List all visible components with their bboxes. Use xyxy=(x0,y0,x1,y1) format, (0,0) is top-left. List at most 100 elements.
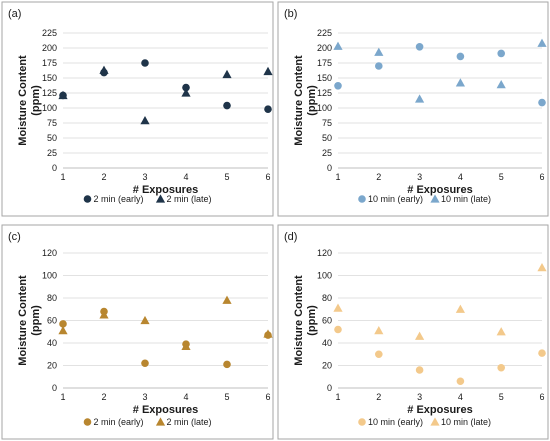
data-point-circle xyxy=(415,43,424,51)
y-axis-title-unit: (ppm) xyxy=(30,85,42,116)
legend-label: 2 min (early) xyxy=(94,194,144,204)
data-point-triangle xyxy=(99,310,109,319)
y-tick-label: 225 xyxy=(42,28,57,38)
panel-frame xyxy=(277,1,549,217)
y-tick-label: 0 xyxy=(52,383,57,393)
data-point-triangle xyxy=(58,90,68,100)
panel-label: (d) xyxy=(284,231,297,243)
y-tick-label: 125 xyxy=(42,88,57,98)
x-tick-label: 3 xyxy=(142,392,147,402)
panel-label: (a) xyxy=(8,8,21,20)
y-tick-label: 100 xyxy=(317,271,332,281)
data-point-triangle xyxy=(58,326,68,335)
legend-circle-marker xyxy=(83,195,92,203)
y-tick-label: 120 xyxy=(42,248,57,258)
y-tick-label: 200 xyxy=(42,43,57,53)
x-tick-label: 6 xyxy=(539,172,544,182)
panel-label: (c) xyxy=(8,231,21,243)
legend-label: 2 min (late) xyxy=(167,417,212,427)
legend-triangle-marker xyxy=(155,417,166,426)
data-point-circle xyxy=(375,350,383,359)
data-point-triangle xyxy=(222,295,232,304)
data-point-circle xyxy=(334,82,342,90)
x-tick-label: 1 xyxy=(60,392,65,402)
x-axis-title: # Exposures xyxy=(407,404,472,416)
y-axis-title: Moisture Content xyxy=(17,55,29,146)
y-tick-label: 100 xyxy=(317,103,332,113)
data-point-circle xyxy=(59,320,67,328)
legend-triangle-marker xyxy=(430,417,440,426)
y-tick-label: 75 xyxy=(322,118,332,128)
legend-label: 2 min (late) xyxy=(167,194,212,204)
y-axis-title: Moisture Content xyxy=(17,275,29,366)
data-point-triangle xyxy=(537,38,547,47)
data-point-circle xyxy=(456,377,465,386)
x-tick-label: 6 xyxy=(265,172,270,182)
y-tick-label: 25 xyxy=(322,148,332,158)
y-tick-label: 200 xyxy=(317,43,332,53)
data-point-triangle xyxy=(181,341,191,351)
x-axis-title: # Exposures xyxy=(133,404,198,416)
legend-label: 10 min (late) xyxy=(441,194,491,204)
chart-panel-c: (c) 0 20 40 60 80 100 120 1 2 3 4 5 6 # Exposures Moist… xyxy=(1,224,274,440)
y-tick-label: 100 xyxy=(42,103,57,113)
data-point-triangle xyxy=(333,41,343,50)
y-tick-label: 100 xyxy=(42,271,57,281)
x-tick-label: 2 xyxy=(101,392,106,402)
data-point-circle xyxy=(415,366,424,374)
data-point-circle xyxy=(334,325,342,334)
y-tick-label: 150 xyxy=(317,73,332,83)
x-tick-label: 5 xyxy=(499,392,504,402)
y-tick-label: 75 xyxy=(47,118,57,128)
chart-panel-d: (d) 0 20 40 60 80 100 120 1 2 3 4 5 6 # Exposures Moist… xyxy=(277,224,549,440)
x-tick-label: 3 xyxy=(417,392,422,402)
data-point-triangle xyxy=(99,65,109,74)
data-point-circle xyxy=(538,349,546,357)
y-tick-label: 0 xyxy=(327,163,332,173)
x-tick-label: 2 xyxy=(376,392,381,402)
data-point-circle xyxy=(264,105,272,113)
y-tick-label: 50 xyxy=(322,133,332,143)
data-point-triangle xyxy=(496,327,506,336)
data-point-triangle xyxy=(333,303,343,312)
data-point-circle xyxy=(375,62,383,70)
y-tick-label: 25 xyxy=(47,148,57,158)
legend-triangle-marker xyxy=(155,194,166,203)
y-axis-title-unit: (ppm) xyxy=(306,305,318,336)
x-tick-label: 2 xyxy=(101,172,106,182)
y-tick-label: 225 xyxy=(317,28,332,38)
y-tick-label: 40 xyxy=(322,338,332,348)
chart-panel-b: (b) 0 25 50 75 100 125 150 175 200 225 1 2 3 4 5 6 # Expo… xyxy=(277,1,549,217)
data-point-triangle xyxy=(374,326,384,335)
data-point-circle xyxy=(141,359,149,368)
y-axis-title: Moisture Content xyxy=(293,55,305,146)
data-point-circle xyxy=(538,98,546,107)
x-axis-title: # Exposures xyxy=(133,184,198,196)
data-point-triangle xyxy=(415,331,425,340)
x-tick-label: 1 xyxy=(335,392,340,402)
y-tick-label: 20 xyxy=(47,361,57,371)
x-tick-label: 1 xyxy=(60,172,65,182)
data-point-triangle xyxy=(181,88,191,97)
data-point-circle xyxy=(497,49,506,58)
legend-circle-marker xyxy=(83,418,92,426)
data-point-circle xyxy=(223,360,231,369)
y-tick-label: 150 xyxy=(42,73,57,83)
data-point-circle xyxy=(456,52,465,61)
y-tick-label: 60 xyxy=(322,316,332,326)
legend-label: 2 min (early) xyxy=(94,417,144,427)
y-tick-label: 0 xyxy=(327,383,332,393)
y-tick-label: 0 xyxy=(52,163,57,173)
legend-label: 10 min (late) xyxy=(441,417,491,427)
data-point-triangle xyxy=(263,66,273,76)
chart-panel-a: (a) 0 25 50 75 100 125 150 175 200 225 1 2 3 4 5 6 # Expo… xyxy=(1,1,274,217)
x-tick-label: 4 xyxy=(458,392,463,402)
y-tick-label: 125 xyxy=(317,88,332,98)
data-point-triangle xyxy=(374,47,384,56)
x-tick-label: 1 xyxy=(335,172,340,182)
x-tick-label: 5 xyxy=(224,172,229,182)
x-tick-label: 3 xyxy=(142,172,147,182)
y-tick-label: 80 xyxy=(47,293,57,303)
panel-label: (b) xyxy=(284,8,297,20)
y-tick-label: 175 xyxy=(42,58,57,68)
